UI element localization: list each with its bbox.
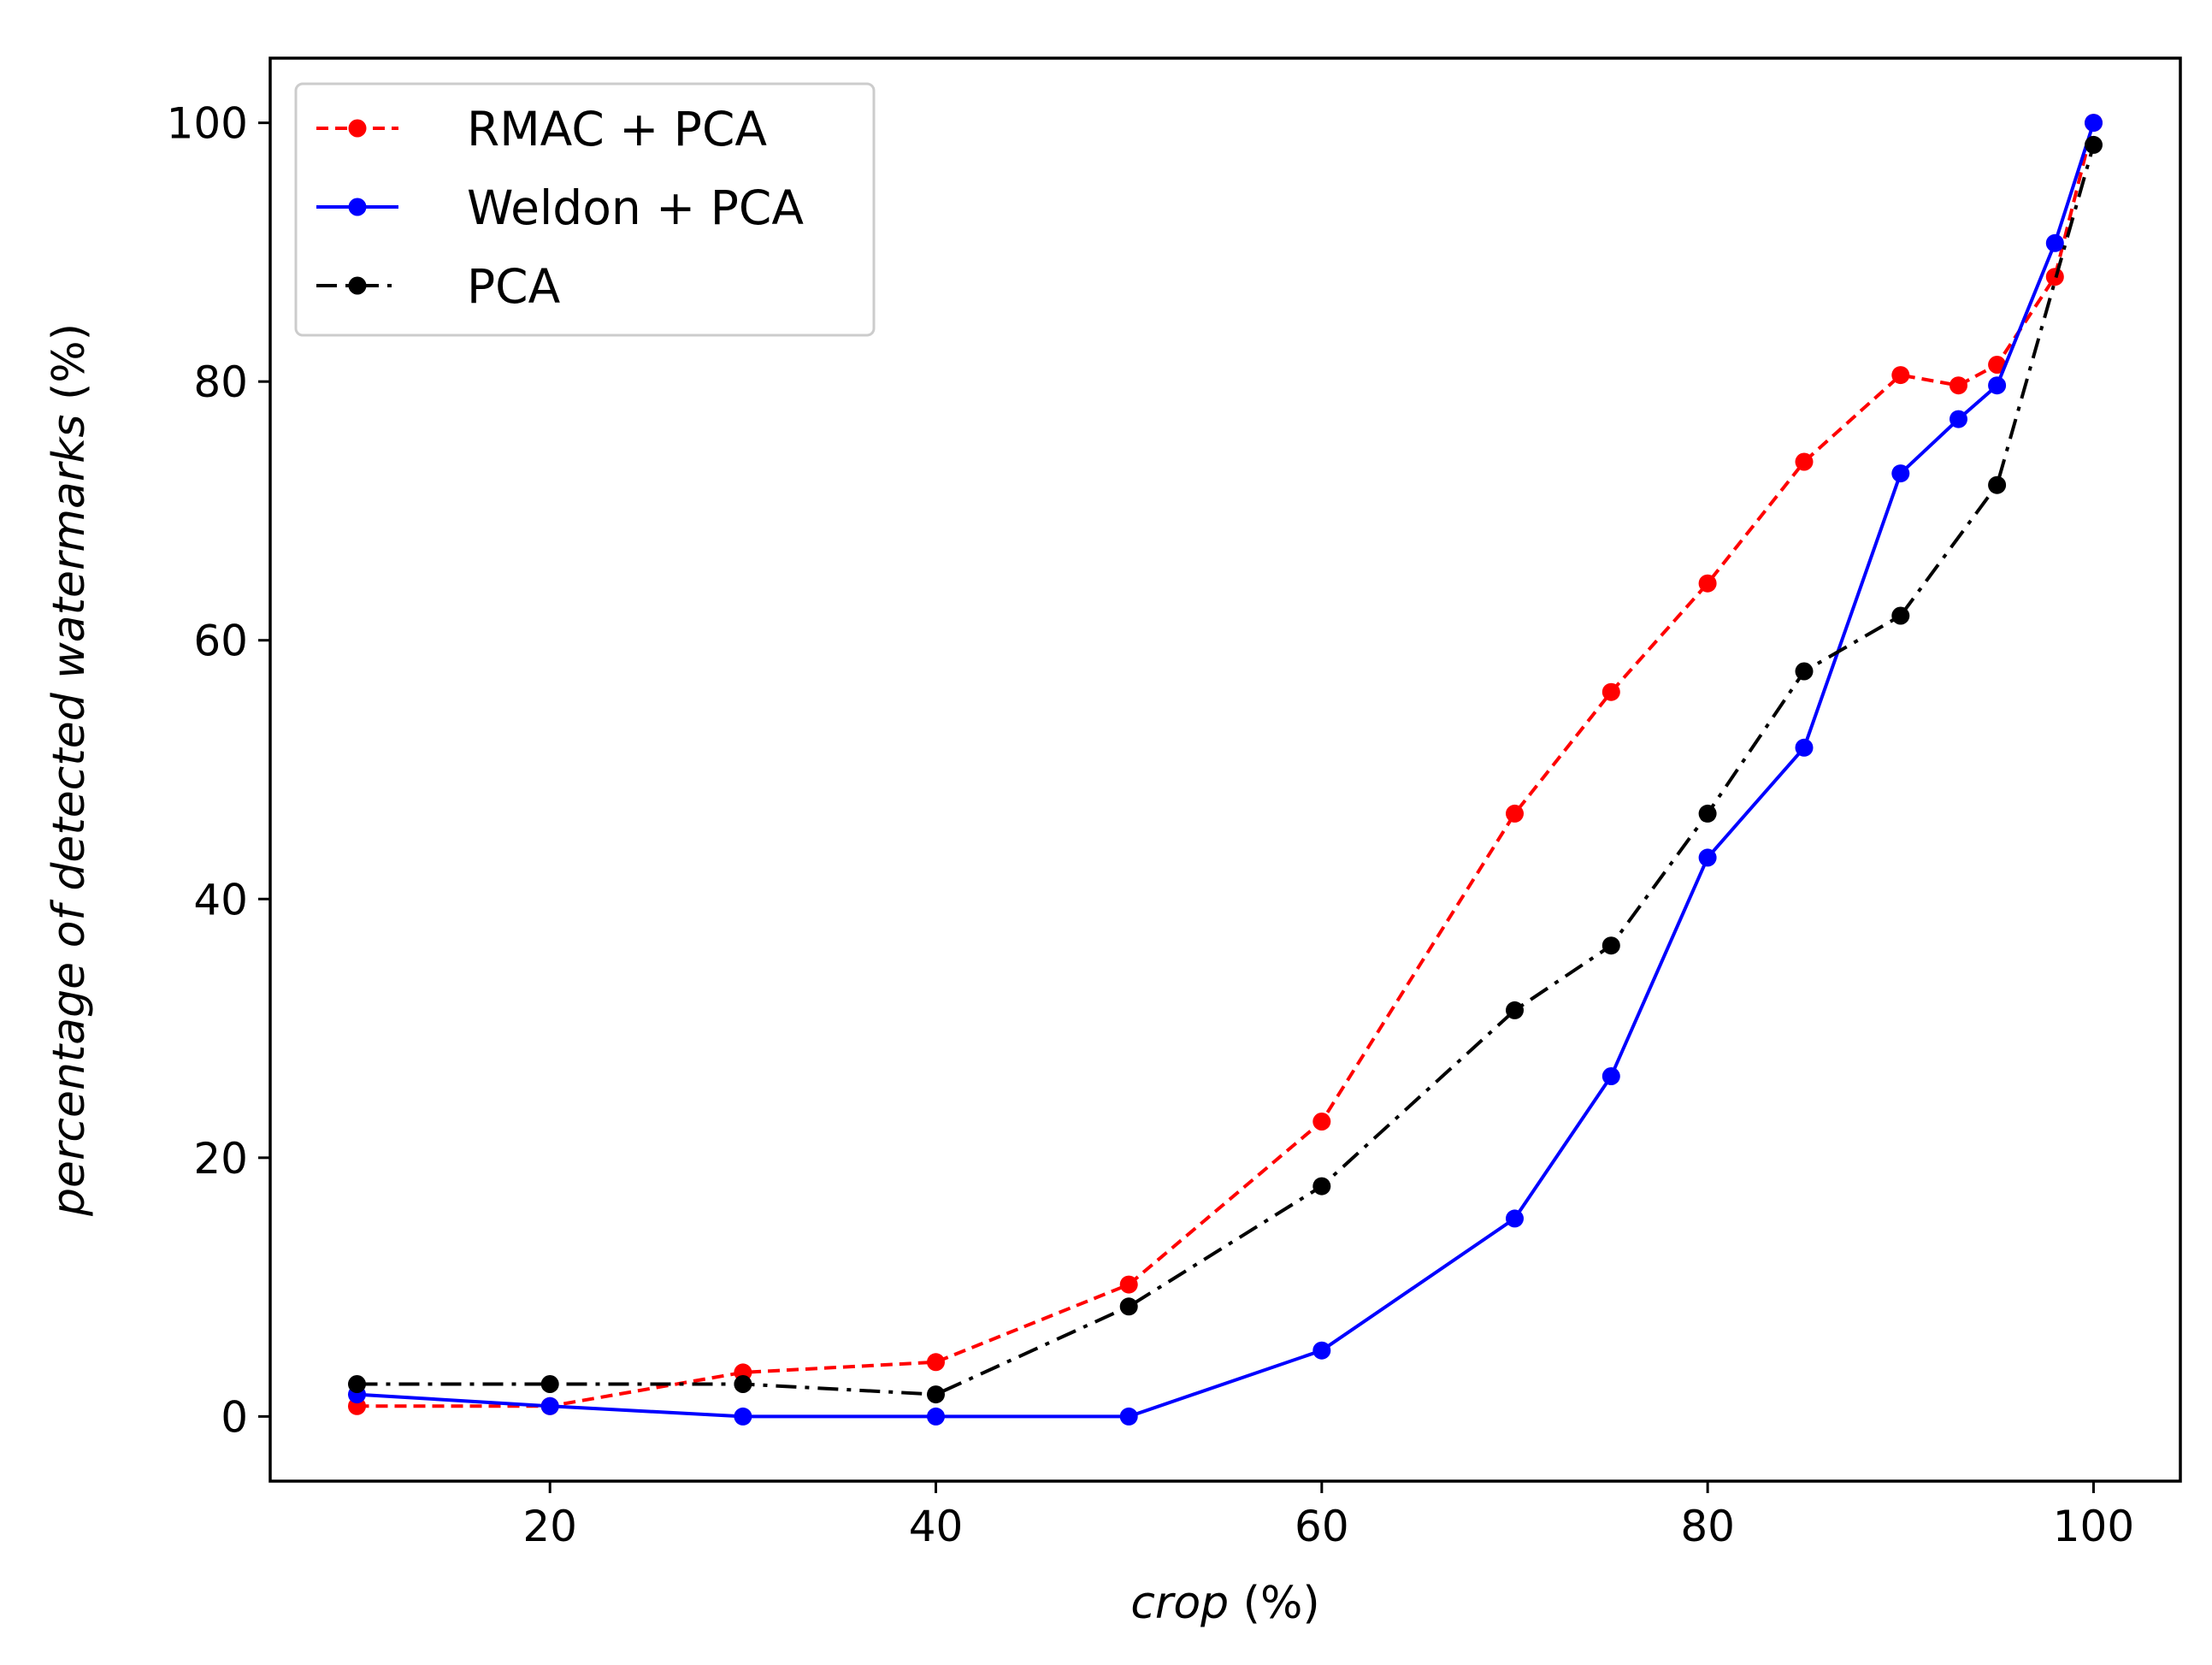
legend: RMAC + PCA Weldon + PCA PCA	[294, 82, 876, 337]
x-axis: 20 40 60 80 100	[522, 1481, 2134, 1551]
data-point-s3-4	[927, 1385, 945, 1404]
data-point-s2-12	[1950, 410, 1967, 428]
data-point-s2-6	[1312, 1341, 1331, 1360]
series-line-1	[357, 122, 2096, 1408]
x-axis-label: crop (%)	[1130, 1578, 1319, 1629]
legend-marker-1	[348, 119, 367, 138]
data-point-s1-9	[1698, 574, 1717, 593]
data-point-s2-7	[1506, 1209, 1524, 1228]
legend-label-2: Weldon + PCA	[467, 180, 804, 235]
y-tick-label-2: 20	[193, 1134, 248, 1184]
data-point-s2-8	[1601, 1067, 1620, 1085]
data-point-s3-6	[1312, 1177, 1331, 1196]
y-tick-label-3: 40	[193, 875, 248, 924]
data-point-s2-4	[927, 1407, 945, 1426]
data-point-s2-14	[2045, 233, 2064, 252]
legend-label-3: PCA	[467, 259, 561, 314]
data-point-s1-11	[1891, 366, 1910, 385]
data-point-s3-13	[2085, 135, 2103, 154]
data-point-s1-10	[1795, 452, 1814, 471]
data-point-s1-4	[927, 1353, 945, 1372]
y-tick-label-1: 0	[221, 1392, 248, 1442]
x-tick-label-3: 60	[1295, 1502, 1349, 1551]
data-point-s3-5	[1119, 1297, 1138, 1316]
data-point-s3-8	[1601, 936, 1620, 955]
data-point-s1-5	[1119, 1275, 1138, 1294]
data-point-s2-11	[1891, 464, 1910, 483]
series-layer	[348, 114, 2103, 1426]
x-axis-label-name: crop	[1130, 1578, 1229, 1629]
x-tick-label-1: 20	[522, 1502, 577, 1551]
y-tick-label-4: 60	[193, 617, 248, 666]
data-point-s2-10	[1795, 738, 1814, 757]
legend-label-1: RMAC + PCA	[467, 102, 767, 156]
x-axis-label-unit: (%)	[1229, 1578, 1320, 1629]
legend-marker-3	[348, 276, 367, 295]
data-point-s3-11	[1891, 606, 1910, 625]
y-axis-label-unit: (%)	[44, 323, 95, 415]
data-point-s2-15	[2085, 114, 2103, 133]
data-point-s3-12	[1988, 475, 2007, 494]
data-point-s3-1	[348, 1375, 366, 1393]
y-axis: 0 20 40 60 80 100	[167, 99, 270, 1442]
data-point-s3-2	[540, 1375, 559, 1393]
x-tick-label-4: 80	[1680, 1502, 1735, 1551]
data-point-s1-8	[1601, 682, 1620, 701]
data-point-s1-13	[1988, 356, 2007, 374]
data-point-s2-9	[1698, 848, 1717, 867]
x-tick-label-5: 100	[2053, 1502, 2134, 1551]
x-tick-label-2: 40	[909, 1502, 964, 1551]
data-point-s3-3	[734, 1375, 752, 1393]
y-tick-label-6: 100	[167, 99, 248, 149]
data-point-s3-10	[1795, 662, 1814, 681]
plot-frame	[268, 56, 2182, 1483]
data-point-s2-2	[540, 1396, 559, 1415]
legend-marker-2	[348, 198, 367, 216]
y-tick-label-5: 80	[193, 357, 248, 407]
data-point-s3-7	[1506, 1001, 1524, 1019]
data-point-s1-6	[1312, 1113, 1331, 1131]
data-point-s2-13	[1988, 376, 2007, 395]
data-point-s2-3	[734, 1407, 752, 1426]
data-point-s1-7	[1506, 804, 1524, 823]
data-point-s1-12	[1950, 376, 1967, 395]
y-axis-label: percentage of detected watermarks (%)	[44, 323, 95, 1217]
data-point-s3-9	[1698, 804, 1717, 823]
data-point-s2-5	[1119, 1407, 1138, 1426]
legend-box	[294, 82, 876, 337]
y-axis-label-name: percentage of detected watermarks	[44, 415, 95, 1218]
